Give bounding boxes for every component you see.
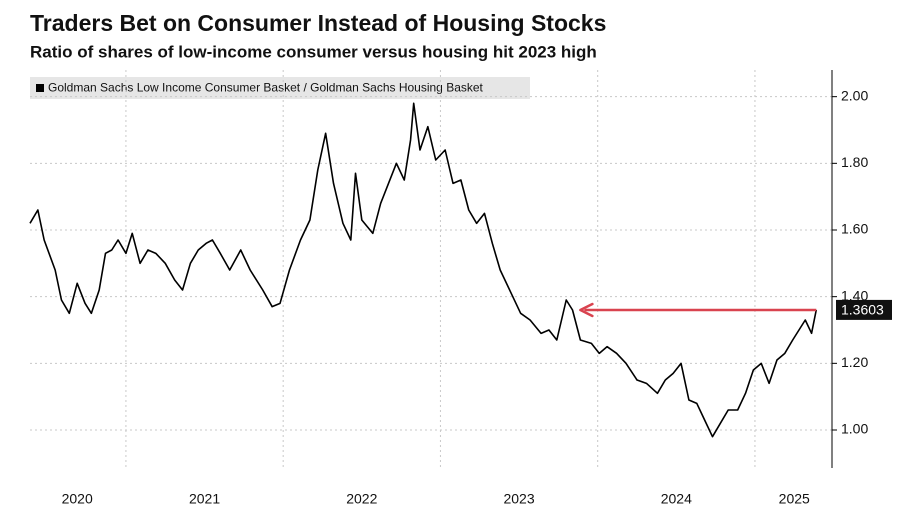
y-tick-label: 1.40 <box>841 287 868 303</box>
x-tick-label: 2022 <box>346 491 377 507</box>
y-tick-label: 2.00 <box>841 87 868 103</box>
x-tick-label: 2021 <box>189 491 220 507</box>
legend-swatch <box>36 84 44 92</box>
x-tick-label: 2025 <box>779 491 810 507</box>
y-tick-label: 1.80 <box>841 154 868 170</box>
last-value-label: 1.3603 <box>841 302 884 318</box>
chart-title: Traders Bet on Consumer Instead of Housi… <box>30 10 606 36</box>
legend-box <box>30 77 530 99</box>
x-tick-label: 2024 <box>661 491 692 507</box>
y-tick-label: 1.60 <box>841 221 868 237</box>
last-value-box <box>836 299 892 320</box>
arrow-head <box>579 302 594 318</box>
legend-label: Goldman Sachs Low Income Consumer Basket… <box>48 81 484 95</box>
y-tick-label: 1.00 <box>841 421 868 437</box>
x-tick-label: 2023 <box>503 491 534 507</box>
y-tick-label: 1.20 <box>841 354 868 370</box>
chart-subtitle: Ratio of shares of low-income consumer v… <box>30 42 597 61</box>
series-line <box>29 102 818 438</box>
x-tick-label: 2020 <box>62 491 93 507</box>
